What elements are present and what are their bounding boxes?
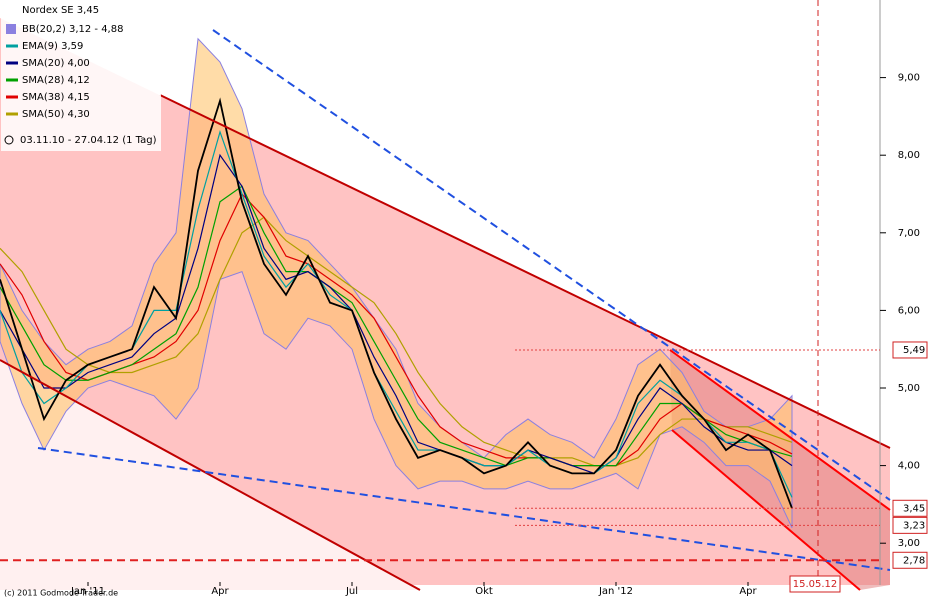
x-tick-label: Jan '12 — [598, 586, 633, 597]
x-tick-label: Apr — [211, 586, 229, 597]
legend-label: SMA(38) 4,15 — [22, 92, 90, 103]
marker-label: 5,49 — [903, 345, 925, 356]
clock-icon — [4, 135, 14, 145]
channel-upper — [159, 94, 891, 449]
marker-box — [892, 551, 928, 569]
legend-title: Nordex SE 3,45 — [22, 5, 99, 16]
marker-box — [892, 499, 928, 517]
inner-channel-lower — [671, 429, 861, 591]
ma-line — [0, 185, 793, 467]
marker-box — [892, 516, 928, 534]
plot — [0, 37, 793, 528]
trend-dashed-lower — [37, 447, 891, 571]
copyright: (c) 2011 Godmode-Trader.de — [4, 589, 118, 598]
marker-label: 3,45 — [903, 503, 925, 514]
legend-label: SMA(50) 4,30 — [22, 109, 90, 120]
legend-swatch — [6, 24, 16, 34]
x-tick-label: Jan '11 — [70, 586, 105, 597]
legend-label: BB(20,2) 3,12 - 4,88 — [22, 24, 123, 35]
trend-dashed-upper — [212, 29, 891, 501]
y-tick-label: 5,00 — [898, 383, 920, 394]
x-tick-label: Jul — [345, 586, 358, 597]
y-tick-label: 3,00 — [898, 538, 920, 549]
date-box — [789, 575, 841, 593]
marker-box — [892, 341, 928, 359]
legend-box — [1, 1, 161, 151]
price-line — [0, 97, 793, 509]
bollinger-band — [0, 37, 793, 528]
y-tick-label: 6,00 — [898, 305, 920, 316]
marker-label: 3,23 — [903, 520, 925, 531]
ma-line — [0, 216, 793, 467]
legend-label: EMA(9) 3,59 — [22, 41, 83, 52]
marker-label: 2,78 — [903, 555, 925, 566]
y-tick-label: 8,00 — [898, 150, 920, 161]
period: 03.11.10 - 27.04.12 (1 Tag) — [20, 135, 157, 146]
y-tick-label: 7,00 — [898, 228, 920, 239]
inner-channel-upper — [669, 349, 891, 511]
legend-label: SMA(28) 4,12 — [22, 75, 90, 86]
y-tick-label: 4,00 — [898, 461, 920, 472]
legend-label: SMA(20) 4,00 — [22, 58, 90, 69]
channel-lower — [0, 359, 421, 591]
x-tick-label: Okt — [475, 586, 493, 597]
x-tick-label: Apr — [739, 586, 757, 597]
y-tick-label: 9,00 — [898, 73, 920, 84]
ma-line — [0, 153, 793, 475]
date-label: 15.05.12 — [793, 579, 838, 590]
